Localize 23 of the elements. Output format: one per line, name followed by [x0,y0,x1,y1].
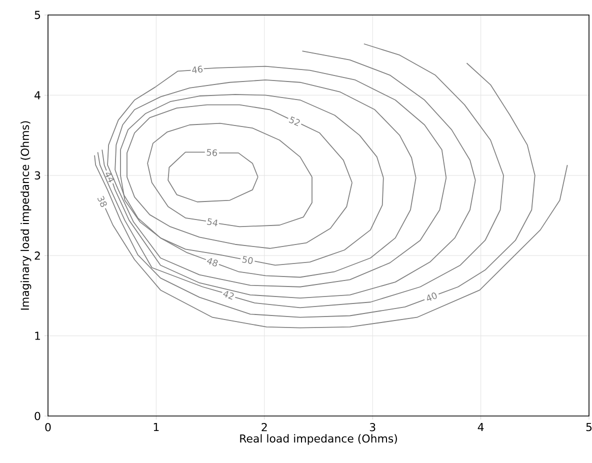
x-tick-label: 3 [370,423,376,432]
y-tick-label: 3 [34,171,40,180]
text: 40 [427,292,437,301]
y-axis-title: Imaginary load impedance (Ohms) [20,121,32,310]
text: 52 [288,116,300,126]
x-tick-label: 1 [154,423,159,432]
x-tick-label: 5 [586,423,592,432]
x-tick-label: 2 [262,423,267,432]
y-tick-label: 4 [34,91,40,100]
text: 46 [192,66,203,74]
text: 50 [242,256,253,264]
y-tick-label: 5 [34,10,40,20]
series-label: 56 [206,149,217,156]
x-tick-label: 4 [478,423,484,432]
y-tick-label: 1 [35,332,40,340]
y-tick-label: 2 [34,252,40,260]
x-axis-title: Real load impedance (Ohms) [240,434,397,445]
x-tick-label: 0 [45,423,51,432]
text: 54 [206,218,218,226]
text: 42 [223,291,234,300]
text: 38 [97,196,107,207]
y-tick-label: 0 [34,412,40,420]
text: 48 [206,258,218,266]
